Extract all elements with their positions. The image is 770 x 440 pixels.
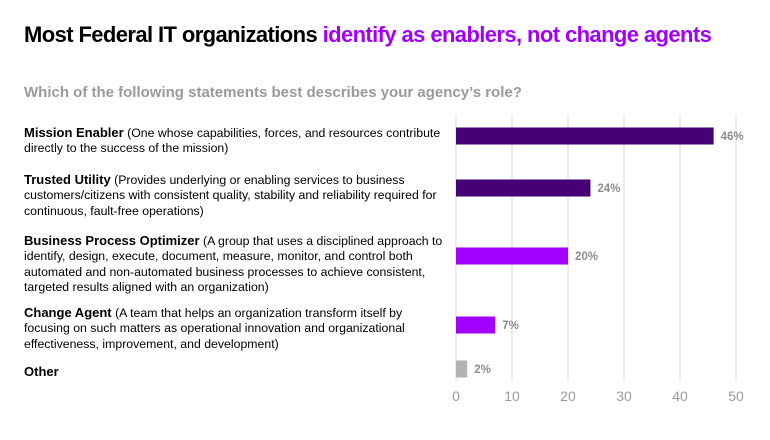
category-description: (A group that uses a disciplined approac… <box>24 234 443 295</box>
x-tick-label: 0 <box>452 388 460 404</box>
bar <box>456 247 568 265</box>
bar <box>456 360 468 378</box>
category-name: Change Agent <box>24 305 112 320</box>
category-label-change-agent: Change Agent (A team that helps an organ… <box>24 305 449 352</box>
category-description: (One whose capabilities, forces, and res… <box>24 126 441 156</box>
x-tick-label: 40 <box>672 388 688 404</box>
data-label: 7% <box>502 320 519 332</box>
category-name: Business Process Optimizer <box>24 233 200 248</box>
category-name: Other <box>24 364 59 379</box>
data-label: 46% <box>721 131 744 143</box>
bar <box>456 127 714 145</box>
category-name: Trusted Utility <box>24 172 111 187</box>
data-label: 20% <box>575 251 598 263</box>
title-part-2: identify as enablers, not change agents <box>322 22 712 47</box>
category-label-trusted-utility: Trusted Utility (Provides underlying or … <box>24 172 449 219</box>
category-label-mission-enabler: Mission Enabler (One whose capabilities,… <box>24 125 449 157</box>
category-description: (Provides underlying or enabling service… <box>24 173 437 218</box>
category-label-other: Other <box>24 364 449 380</box>
category-label-business-process-optimizer: Business Process Optimizer (A group that… <box>24 233 449 296</box>
x-tick-label: 10 <box>504 388 520 404</box>
x-tick-label: 30 <box>616 388 632 404</box>
title-part-1: Most Federal IT organizations <box>24 22 318 47</box>
category-description: (A team that helps an organization trans… <box>24 306 405 351</box>
category-name: Mission Enabler <box>24 125 124 140</box>
chart-title: Most Federal IT organizations identify a… <box>24 22 754 48</box>
bar <box>456 316 496 334</box>
data-label: 24% <box>597 183 620 195</box>
survey-question: Which of the following statements best d… <box>24 84 522 101</box>
bar <box>456 179 591 197</box>
data-label: 2% <box>474 364 491 376</box>
x-tick-label: 50 <box>728 388 744 404</box>
x-tick-label: 20 <box>560 388 576 404</box>
